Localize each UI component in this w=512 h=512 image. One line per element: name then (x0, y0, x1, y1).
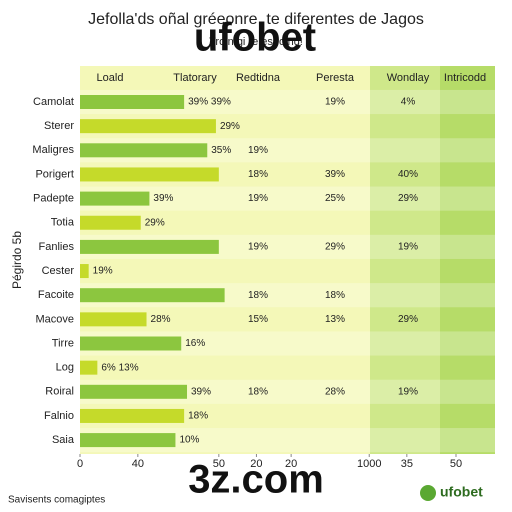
y-tick-label: Falnio (44, 410, 74, 422)
x-tick-label: 20 (285, 458, 297, 470)
column-header: Tlatorary (173, 72, 217, 84)
bar (80, 95, 185, 109)
cell-text: 15% (248, 314, 268, 325)
cell-text: 6% 13% (101, 362, 138, 373)
logo-icon (420, 485, 436, 501)
cell-text: 40% (398, 169, 418, 180)
cell-text: 39% (153, 193, 173, 204)
cell-text: 28% (151, 314, 171, 325)
bar (80, 433, 176, 448)
cell-text: 19% (248, 145, 268, 156)
cell-text: 39% (191, 386, 211, 397)
bar (80, 215, 141, 230)
cell-text: 19% (398, 386, 418, 397)
bar (80, 408, 185, 423)
legend-label: Loald (97, 72, 124, 84)
cell-text: 19% (248, 242, 268, 253)
subtitle: Troin gi re espoing! (209, 36, 303, 48)
column-header: Wondlay (387, 72, 430, 84)
cell-text: 18% (325, 290, 345, 301)
y-tick-label: Totia (51, 217, 75, 229)
bar (80, 191, 150, 206)
watermark: ufobet (194, 16, 316, 60)
chart-title: Jefolla'ds oñal gréeonre, te diferentes … (88, 11, 424, 28)
bar (80, 143, 208, 158)
logo: ufobet (440, 484, 483, 500)
cell-text: 35% (211, 145, 231, 156)
y-tick-label: Camolat (33, 96, 74, 108)
cell-text: 29% (398, 193, 418, 204)
column-header: Intricodd (444, 72, 486, 84)
cell-text: 18% (188, 411, 208, 422)
cell-text: 29% (398, 314, 418, 325)
bar (80, 288, 225, 303)
bar (80, 360, 98, 375)
bar (80, 167, 219, 182)
cell-text: 25% (325, 193, 345, 204)
y-tick-label: Log (56, 362, 74, 374)
y-tick-label: Macove (35, 313, 74, 325)
x-tick-label: 40 (132, 458, 144, 470)
x-tick-label: 50 (450, 458, 462, 470)
cell-text: 19% (398, 242, 418, 253)
y-tick-label: Cester (42, 265, 75, 277)
bar (80, 312, 147, 327)
y-tick-label: Facoite (38, 289, 74, 301)
cell-text: 10% (179, 435, 199, 446)
y-tick-label: Saia (52, 434, 75, 446)
x-tick-label: 50 (213, 458, 225, 470)
y-axis-label: Pégirdo 5b (10, 231, 24, 289)
watermark: 3z.com (188, 458, 324, 502)
cell-text: 18% (248, 169, 268, 180)
cell-text: 18% (248, 386, 268, 397)
y-tick-label: Porigert (35, 168, 74, 180)
cell-text: 28% (325, 386, 345, 397)
cell-text: 16% (185, 338, 205, 349)
y-tick-label: Tirre (52, 337, 74, 349)
cell-text: 39% 39% (188, 97, 231, 108)
bar (80, 264, 89, 279)
x-tick-label: 0 (77, 458, 83, 470)
cell-text: 18% (248, 290, 268, 301)
bar (80, 119, 216, 134)
y-tick-label: Sterer (44, 120, 74, 132)
column-band (440, 66, 495, 454)
cell-text: 19% (93, 266, 113, 277)
cell-text: 19% (248, 193, 268, 204)
y-tick-label: Padepte (33, 193, 74, 205)
y-tick-label: Maligres (32, 144, 74, 156)
bar (80, 336, 182, 351)
cell-text: 4% (401, 97, 416, 108)
y-tick-label: Fanlies (39, 241, 75, 253)
x-tick-label: 35 (401, 458, 413, 470)
cell-text: 29% (325, 242, 345, 253)
cell-text: 13% (325, 314, 345, 325)
x-tick-label: 20 (250, 458, 262, 470)
y-tick-label: Roiral (45, 386, 74, 398)
x-tick-label: 1000 (357, 458, 381, 470)
cell-text: 19% (325, 97, 345, 108)
column-header: Redtidna (236, 72, 281, 84)
bar (80, 384, 188, 399)
cell-text: 29% (220, 121, 240, 132)
cell-text: 29% (145, 217, 165, 228)
bar (80, 239, 219, 254)
footer: Savisents comagiptes (8, 495, 105, 506)
cell-text: 39% (325, 169, 345, 180)
column-header: Peresta (316, 72, 355, 84)
